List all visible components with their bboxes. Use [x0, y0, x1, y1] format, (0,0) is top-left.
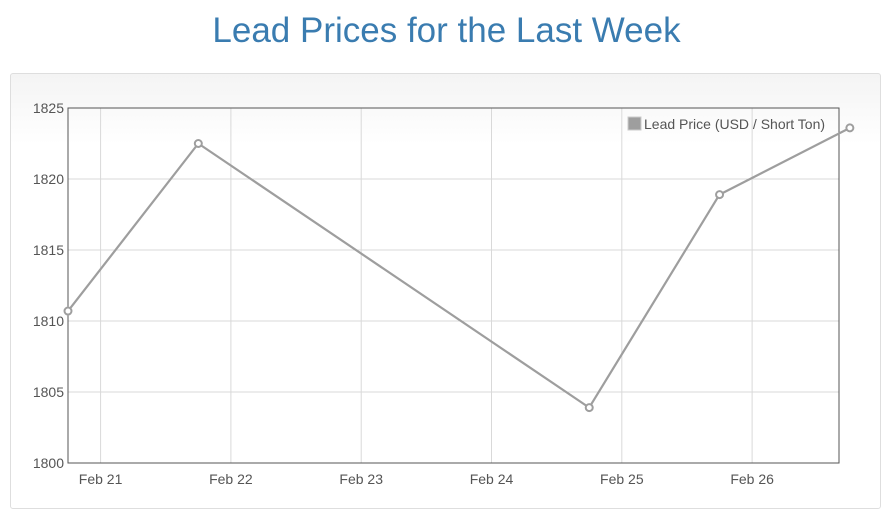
- y-tick-label: 1815: [33, 242, 64, 258]
- y-tick-label: 1810: [33, 313, 64, 329]
- x-tick-label: Feb 26: [730, 471, 774, 487]
- y-tick-label: 1805: [33, 384, 64, 400]
- x-tick-label: Feb 25: [600, 471, 644, 487]
- y-tick-label: 1820: [33, 171, 64, 187]
- x-tick-label: Feb 24: [470, 471, 514, 487]
- y-tick-label: 1800: [33, 455, 64, 471]
- x-tick-label: Feb 21: [79, 471, 123, 487]
- plot-frame: [67, 107, 840, 464]
- data-point[interactable]: [193, 139, 203, 148]
- page-title: Lead Prices for the Last Week: [212, 11, 681, 50]
- x-tick-label: Feb 23: [339, 471, 383, 487]
- data-point[interactable]: [63, 306, 73, 316]
- chart-panel: [10, 73, 881, 509]
- series-line: [67, 126, 851, 409]
- series-layer: [63, 123, 855, 413]
- data-point[interactable]: [715, 190, 725, 200]
- y-axis-ticks: 1800 1805 1810 1815 1820 1825: [33, 100, 64, 471]
- x-tick-label: Feb 22: [209, 471, 253, 487]
- legend-label: Lead Price (USD / Short Ton): [644, 116, 825, 132]
- x-axis-ticks: Feb 21 Feb 22 Feb 23 Feb 24 Feb 25 Feb 26: [79, 471, 774, 487]
- data-point[interactable]: [584, 403, 594, 413]
- data-point[interactable]: [845, 123, 855, 133]
- legend-swatch: [627, 116, 642, 131]
- y-tick-label: 1825: [33, 100, 64, 116]
- legend[interactable]: Lead Price (USD / Short Ton): [627, 116, 825, 132]
